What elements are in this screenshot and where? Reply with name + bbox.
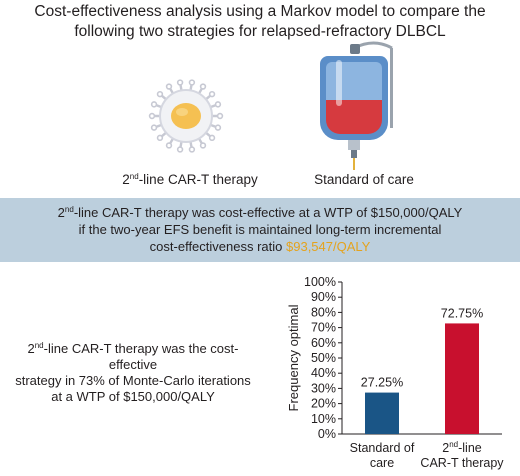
cell-receptor-tip bbox=[188, 146, 196, 153]
cell-receptor-tip bbox=[156, 134, 164, 142]
y-tick-label: 30% bbox=[311, 381, 336, 395]
iv-bag-icon bbox=[314, 40, 414, 170]
statement-line-3: at a WTP of $150,000/QALY bbox=[51, 389, 215, 404]
y-tick-label: 50% bbox=[311, 351, 336, 365]
cell-receptor-tip bbox=[214, 124, 222, 131]
cell-receptor-tip bbox=[216, 112, 224, 120]
title-line-1: Cost-effectiveness analysis using a Mark… bbox=[34, 3, 486, 20]
y-tick-label: 60% bbox=[311, 336, 336, 350]
bar-value-label: 72.75% bbox=[441, 306, 483, 320]
cell-receptor-tip bbox=[188, 79, 196, 86]
finding-line-1: 2nd-line CAR-T therapy was cost-effectiv… bbox=[57, 205, 463, 220]
cell-receptor-tip bbox=[156, 90, 164, 98]
finding-banner bbox=[0, 198, 520, 262]
bar-0 bbox=[365, 392, 399, 434]
finding-banner-text: 2nd-line CAR-T therapy was cost-effectiv… bbox=[0, 204, 520, 255]
y-tick-label: 70% bbox=[311, 321, 336, 335]
cell-receptor-tip bbox=[199, 83, 207, 90]
cell-receptor-tip bbox=[176, 146, 184, 153]
x-category-label-line-1: 2nd-line bbox=[442, 440, 482, 455]
y-tick-label: 10% bbox=[311, 412, 336, 426]
finding-line-3: cost-effectiveness ratio $93,547/QALY bbox=[149, 239, 371, 254]
statement-line-2: strategy in 73% of Monte-Carlo iteration… bbox=[15, 373, 251, 388]
y-tick-label: 80% bbox=[311, 305, 336, 319]
x-category-label-line-2: CAR-T therapy bbox=[420, 456, 504, 470]
cell-receptor-tip bbox=[150, 101, 158, 108]
car-t-cell-icon bbox=[146, 76, 226, 156]
cell-receptor-tip bbox=[148, 112, 156, 120]
page-title: Cost-effectiveness analysis using a Mark… bbox=[0, 2, 520, 42]
bar-1 bbox=[445, 323, 479, 434]
cart-therapy-label: 2nd-line CAR-T therapy bbox=[122, 172, 258, 187]
frequency-optimal-chart: 0%10%20% 30%40%50%60%70% 80%90%100% Frequen… bbox=[286, 275, 504, 470]
cell-receptor-tip bbox=[208, 90, 216, 98]
cell-receptor-tip bbox=[199, 142, 207, 149]
y-tick-label: 20% bbox=[311, 397, 336, 411]
monte-carlo-statement: 2nd-line CAR-T therapy was the cost-effe… bbox=[8, 341, 258, 405]
finding-line-2: if the two-year EFS benefit is maintaine… bbox=[78, 222, 442, 237]
icer-highlight: $93,547/QALY bbox=[286, 239, 371, 254]
cell-receptor-tip bbox=[214, 101, 222, 108]
x-category-label-line-2: care bbox=[370, 456, 394, 470]
y-tick-label: 90% bbox=[311, 290, 336, 304]
standard-of-care-label: Standard of care bbox=[314, 172, 414, 187]
cell-receptor-tip bbox=[208, 134, 216, 142]
x-category-label-line-1: Standard of bbox=[350, 441, 415, 455]
cell-receptor-tip bbox=[150, 124, 158, 131]
y-tick-label: 100% bbox=[304, 275, 336, 289]
y-tick-label: 0% bbox=[318, 427, 336, 441]
y-axis-label: Frequency optimal bbox=[286, 304, 301, 411]
statement-line-1: 2nd-line CAR-T therapy was the cost-effe… bbox=[27, 341, 239, 372]
cell-receptor-tip bbox=[176, 79, 184, 86]
cell-receptor-tip bbox=[165, 142, 173, 149]
title-line-2: following two strategies for relapsed-re… bbox=[74, 23, 446, 40]
y-tick-label: 40% bbox=[311, 366, 336, 380]
cell-receptor-tip bbox=[165, 83, 173, 90]
bar-value-label: 27.25% bbox=[361, 376, 403, 390]
